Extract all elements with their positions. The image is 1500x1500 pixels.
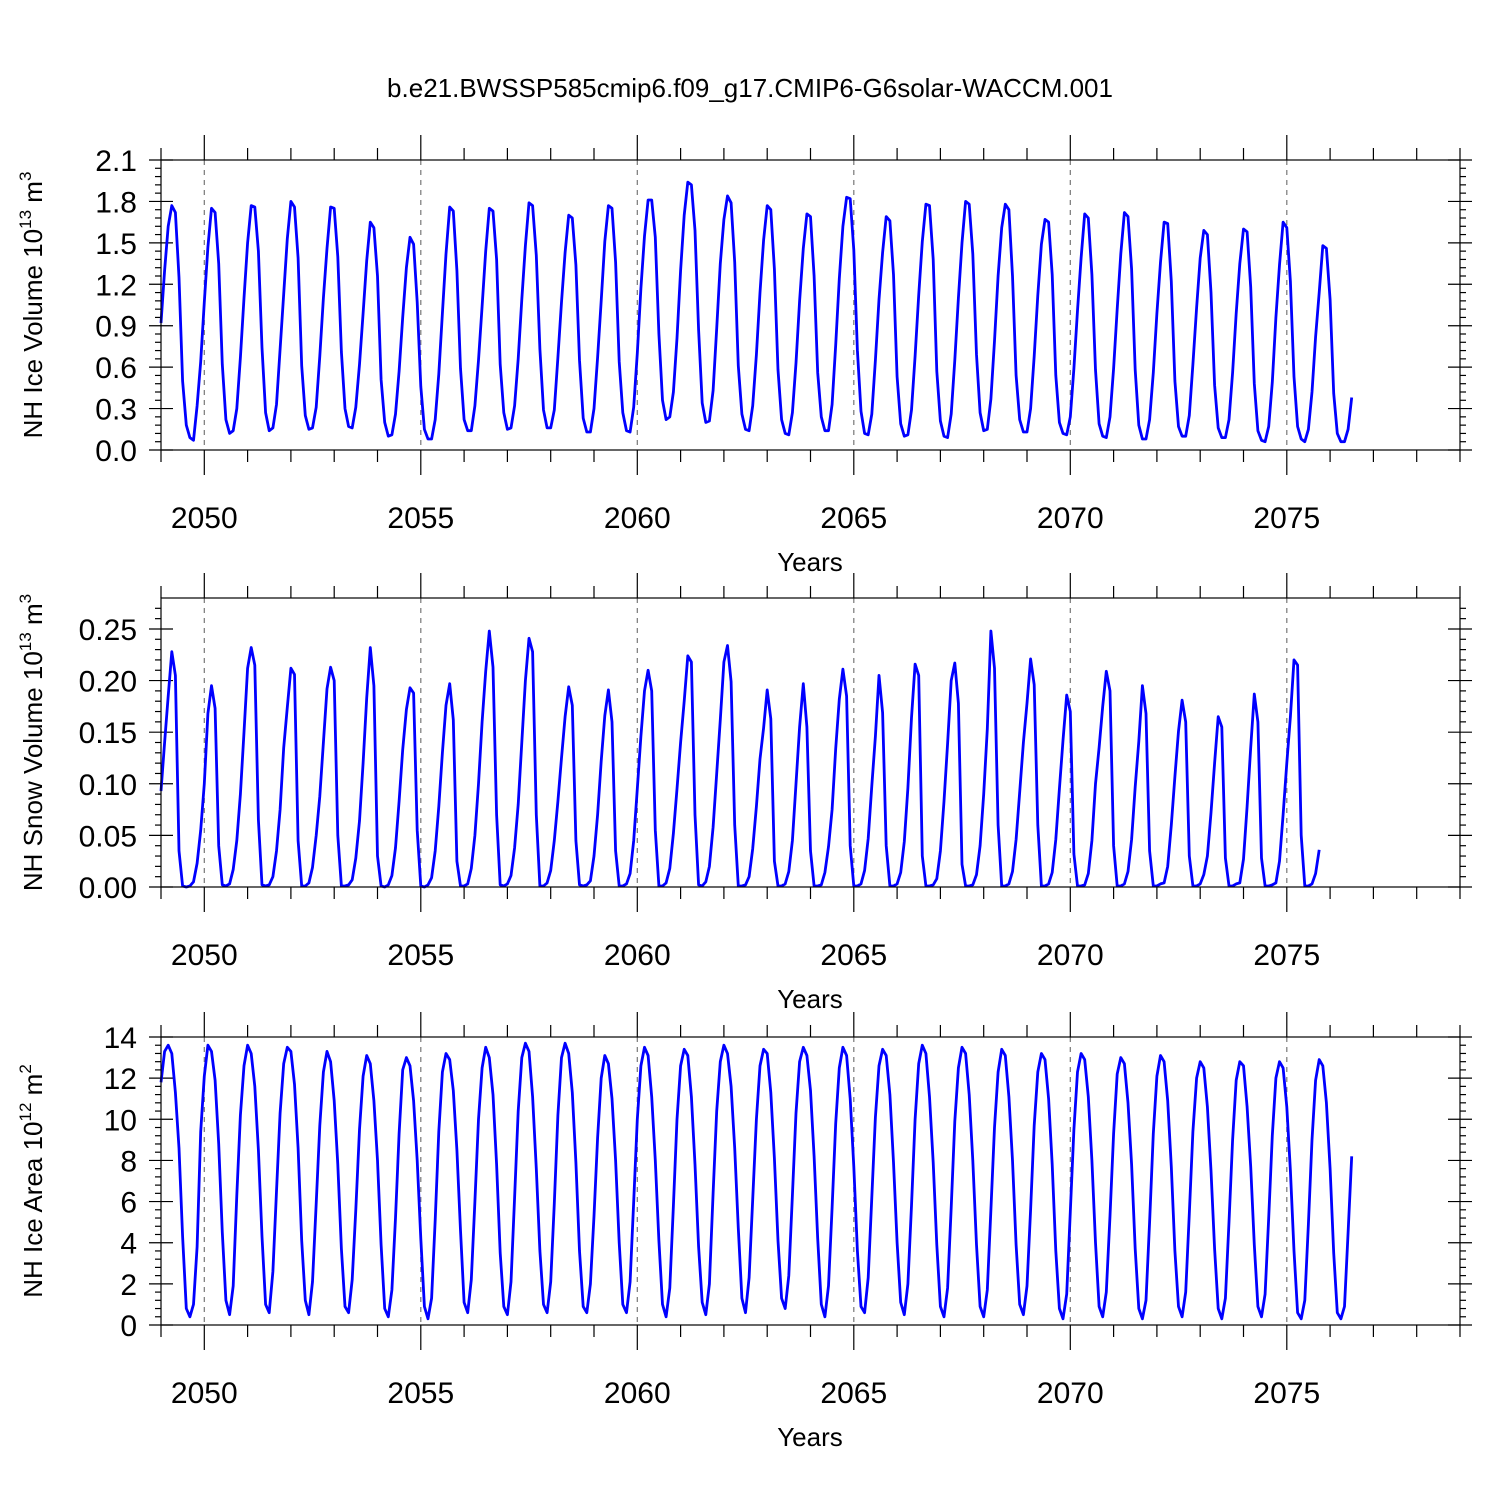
- y-tick-label: 0.0: [95, 435, 137, 468]
- y-axis-label: NH Ice Volume 1013 m3: [16, 172, 48, 439]
- y-tick-label: 0.15: [79, 717, 137, 750]
- x-tick-label: 2050: [171, 939, 238, 972]
- series-line: [159, 180, 1354, 444]
- series-line: [159, 629, 1321, 889]
- x-axis-label: Years: [777, 984, 843, 1014]
- y-tick-label: 2: [120, 1269, 137, 1302]
- x-tick-label: 2065: [820, 939, 887, 972]
- x-tick-label: 2050: [171, 1377, 238, 1410]
- y-axis-label: NH Ice Area 1012 m2: [16, 1064, 48, 1298]
- panel-3: 2050 2055 2060 2065 2070 2075 0 2 4 6 8 10 12 14 Years…: [16, 1012, 1472, 1452]
- y-tick-label: 0.20: [79, 666, 137, 699]
- y-tick-label: 1.2: [95, 269, 137, 302]
- x-tick-label: 2055: [387, 1377, 454, 1410]
- x-tick-label: 2065: [820, 1377, 887, 1410]
- x-tick-label: 2070: [1037, 502, 1104, 535]
- x-tick-label: 2060: [604, 1377, 671, 1410]
- plot-frame: [160, 597, 1461, 888]
- y-tick-label: 2.1: [95, 145, 137, 178]
- x-tick-label: 2055: [387, 502, 454, 535]
- y-tick-label: 8: [120, 1145, 137, 1178]
- y-tick-label: 0.9: [95, 311, 137, 344]
- x-tick-label: 2060: [604, 939, 671, 972]
- panels: 2050 2055 2060 2065 2070 2075 0.0 0.3 0.6 0.9 1.2 1…: [16, 135, 1472, 1452]
- y-tick-label: 1.5: [95, 228, 137, 261]
- y-tick-label: 14: [104, 1022, 137, 1055]
- y-tick-label: 0.10: [79, 769, 137, 802]
- x-tick-label: 2065: [820, 502, 887, 535]
- x-tick-label: 2055: [387, 939, 454, 972]
- plot-frame: [160, 159, 1461, 451]
- series-line: [159, 1041, 1354, 1321]
- y-tick-label: 10: [104, 1104, 137, 1137]
- y-tick-label: 0.6: [95, 352, 137, 385]
- x-tick-label: 2060: [604, 502, 671, 535]
- x-tick-label: 2050: [171, 502, 238, 535]
- y-tick-label: 6: [120, 1187, 137, 1220]
- y-tick-label: 0.25: [79, 614, 137, 647]
- y-tick-label: 0.00: [79, 872, 137, 905]
- plot-frame: [160, 1036, 1461, 1326]
- panel-2: 2050 2055 2060 2065 2070 2075 0.00 0.05 0.10 0.15…: [16, 573, 1472, 1014]
- panel-1: 2050 2055 2060 2065 2070 2075 0.0 0.3 0.6 0.9 1.2 1…: [16, 135, 1472, 577]
- y-tick-label: 1.8: [95, 186, 137, 219]
- y-tick-label: 12: [104, 1063, 137, 1096]
- y-tick-label: 4: [120, 1228, 137, 1261]
- y-axis-label: NH Snow Volume 1013 m3: [16, 594, 48, 891]
- y-tick-label: 0.3: [95, 394, 137, 427]
- x-axis-label: Years: [777, 547, 843, 577]
- figure-title: b.e21.BWSSP585cmip6.f09_g17.CMIP6-G6sola…: [387, 73, 1113, 103]
- x-axis-label: Years: [777, 1422, 843, 1452]
- x-tick-label: 2070: [1037, 1377, 1104, 1410]
- x-tick-label: 2075: [1253, 502, 1320, 535]
- x-tick-label: 2075: [1253, 939, 1320, 972]
- x-tick-label: 2070: [1037, 939, 1104, 972]
- y-tick-label: 0: [120, 1310, 137, 1343]
- x-tick-label: 2075: [1253, 1377, 1320, 1410]
- y-tick-label: 0.05: [79, 820, 137, 853]
